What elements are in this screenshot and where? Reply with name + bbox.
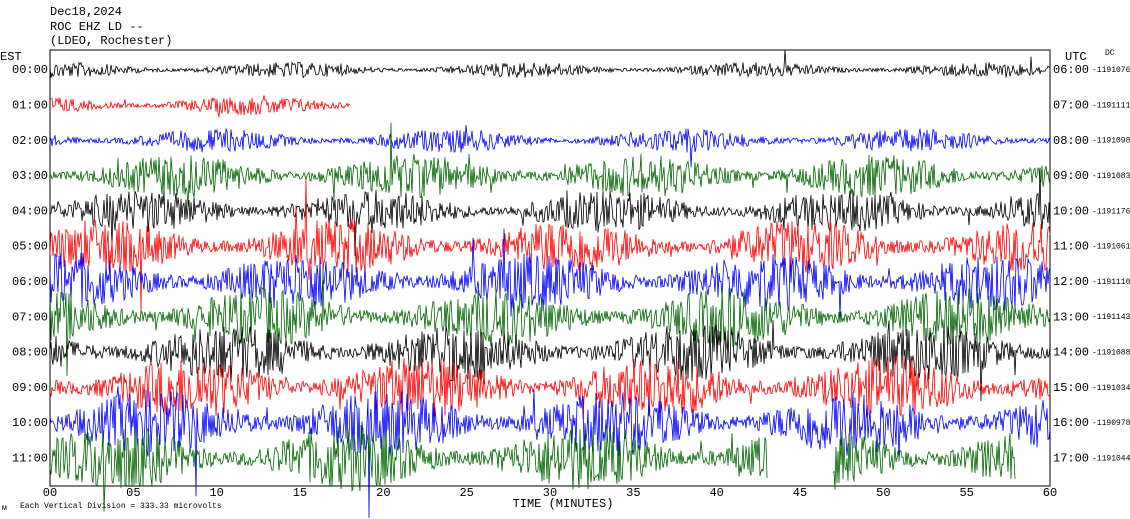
traces — [49, 49, 1051, 518]
dc-value: -1191098 — [1092, 137, 1130, 146]
utc-label: 17:00 — [1053, 451, 1089, 465]
x-tick-label: 15 — [293, 486, 307, 500]
utc-label: 14:00 — [1053, 346, 1089, 360]
date: Dec18,2024 — [50, 5, 122, 19]
utc-label: 16:00 — [1053, 416, 1089, 430]
est-label: 05:00 — [12, 240, 48, 254]
est-label: 08:00 — [12, 346, 48, 360]
est-label: 01:00 — [12, 98, 48, 112]
x-axis-title: TIME (MINUTES) — [513, 497, 614, 511]
dc-value: -1191083 — [1092, 172, 1130, 181]
trace — [49, 49, 1051, 79]
trace — [49, 266, 1051, 377]
trace — [49, 386, 1051, 518]
network: (LDEO, Rochester) — [50, 34, 172, 48]
scale-note: Each Vertical Division = 333.33 microvol… — [20, 502, 222, 511]
dc-value: -1191076 — [1092, 66, 1130, 75]
trace — [49, 95, 351, 118]
dc-value: -1191110 — [1092, 278, 1130, 287]
est-label: 07:00 — [12, 310, 48, 324]
x-tick-label: 05 — [126, 486, 140, 500]
x-tick-label: 45 — [793, 486, 807, 500]
est-label: 03:00 — [12, 169, 48, 183]
utc-label: 10:00 — [1053, 204, 1089, 218]
trace — [49, 425, 1016, 512]
est-label: 09:00 — [12, 381, 48, 395]
dc-title: DC — [1105, 49, 1115, 58]
trace — [49, 228, 1051, 319]
x-tick-label: 50 — [876, 486, 890, 500]
est-label: 04:00 — [12, 204, 48, 218]
utc-label: 12:00 — [1053, 275, 1089, 289]
trace — [49, 122, 1051, 207]
dc-value: -1191061 — [1092, 243, 1130, 252]
dc-value: -1191034 — [1092, 384, 1130, 393]
trace — [49, 356, 1051, 420]
utc-label: 09:00 — [1053, 169, 1089, 183]
dc-value: -1191088 — [1092, 349, 1130, 358]
x-tick-label: 10 — [209, 486, 223, 500]
x-tick-label: 30 — [543, 486, 557, 500]
station: ROC EHZ LD -- — [50, 20, 144, 34]
utc-label: 15:00 — [1053, 381, 1089, 395]
x-tick-label: 40 — [709, 486, 723, 500]
utc-label: 08:00 — [1053, 134, 1089, 148]
dc-value: -1190978 — [1092, 419, 1130, 428]
utc-label: 07:00 — [1053, 98, 1089, 112]
utc-label: 06:00 — [1053, 63, 1089, 77]
utc-label: 11:00 — [1053, 240, 1089, 254]
trace — [49, 167, 1051, 257]
dc-value: -1191044 — [1092, 454, 1130, 463]
est-label: 10:00 — [12, 416, 48, 430]
est-label: 11:00 — [12, 451, 48, 465]
utc-title: UTC — [1065, 50, 1087, 64]
footer-mark: м — [2, 504, 7, 513]
x-tick-label: 60 — [1043, 486, 1057, 500]
x-tick-label: 35 — [626, 486, 640, 500]
est-label: 00:00 — [12, 63, 48, 77]
dc-value: -1191176 — [1092, 207, 1130, 216]
trace — [49, 124, 1051, 168]
est-title: EST — [0, 50, 22, 64]
x-tick-label: 55 — [959, 486, 973, 500]
x-tick-label: 25 — [459, 486, 473, 500]
est-label: 06:00 — [12, 275, 48, 289]
x-tick-label: 00 — [43, 486, 57, 500]
trace — [49, 178, 1051, 315]
trace — [49, 319, 1051, 402]
est-label: 02:00 — [12, 134, 48, 148]
dc-value: -1191111 — [1092, 101, 1130, 110]
utc-label: 13:00 — [1053, 310, 1089, 324]
dc-value: -1191143 — [1092, 313, 1130, 322]
x-tick-label: 20 — [376, 486, 390, 500]
